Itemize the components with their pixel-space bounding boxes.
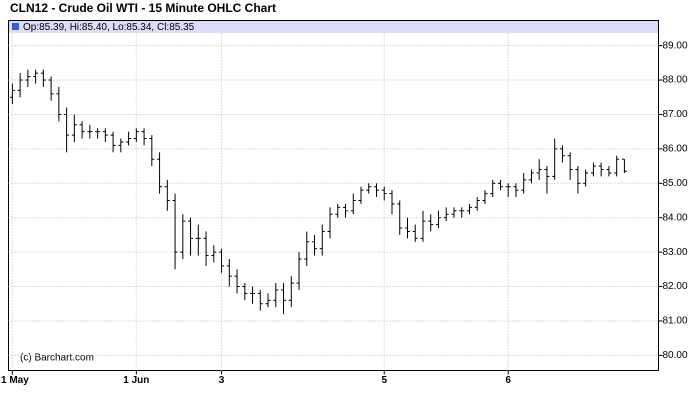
y-tick-label: 86.00 (663, 144, 688, 155)
info-icon (12, 23, 19, 30)
y-tick-label: 85.00 (663, 178, 688, 189)
x-tick-label: 1 Jun (123, 375, 149, 386)
y-tick-label: 88.00 (663, 75, 688, 86)
y-tick-label: 83.00 (663, 247, 688, 258)
x-tick-label: 3 (219, 375, 225, 386)
plot-area (8, 20, 659, 371)
x-tick-label: 6 (505, 375, 511, 386)
info-text: Op:85.39, Hi:85.40, Lo:85.34, Cl:85.35 (23, 22, 195, 33)
chart-title: CLN12 - Crude Oil WTI - 15 Minute OHLC C… (10, 1, 276, 15)
x-tick-label: 1 May (1, 375, 29, 386)
y-tick-label: 80.00 (663, 350, 688, 361)
y-tick-label: 89.00 (663, 40, 688, 51)
x-tick-label: 5 (381, 375, 387, 386)
y-tick-label: 82.00 (663, 281, 688, 292)
y-tick-label: 81.00 (663, 316, 688, 327)
y-tick-label: 84.00 (663, 212, 688, 223)
credit: (c) Barchart.com (20, 353, 94, 364)
y-tick-label: 87.00 (663, 109, 688, 120)
info-bar (9, 21, 658, 33)
